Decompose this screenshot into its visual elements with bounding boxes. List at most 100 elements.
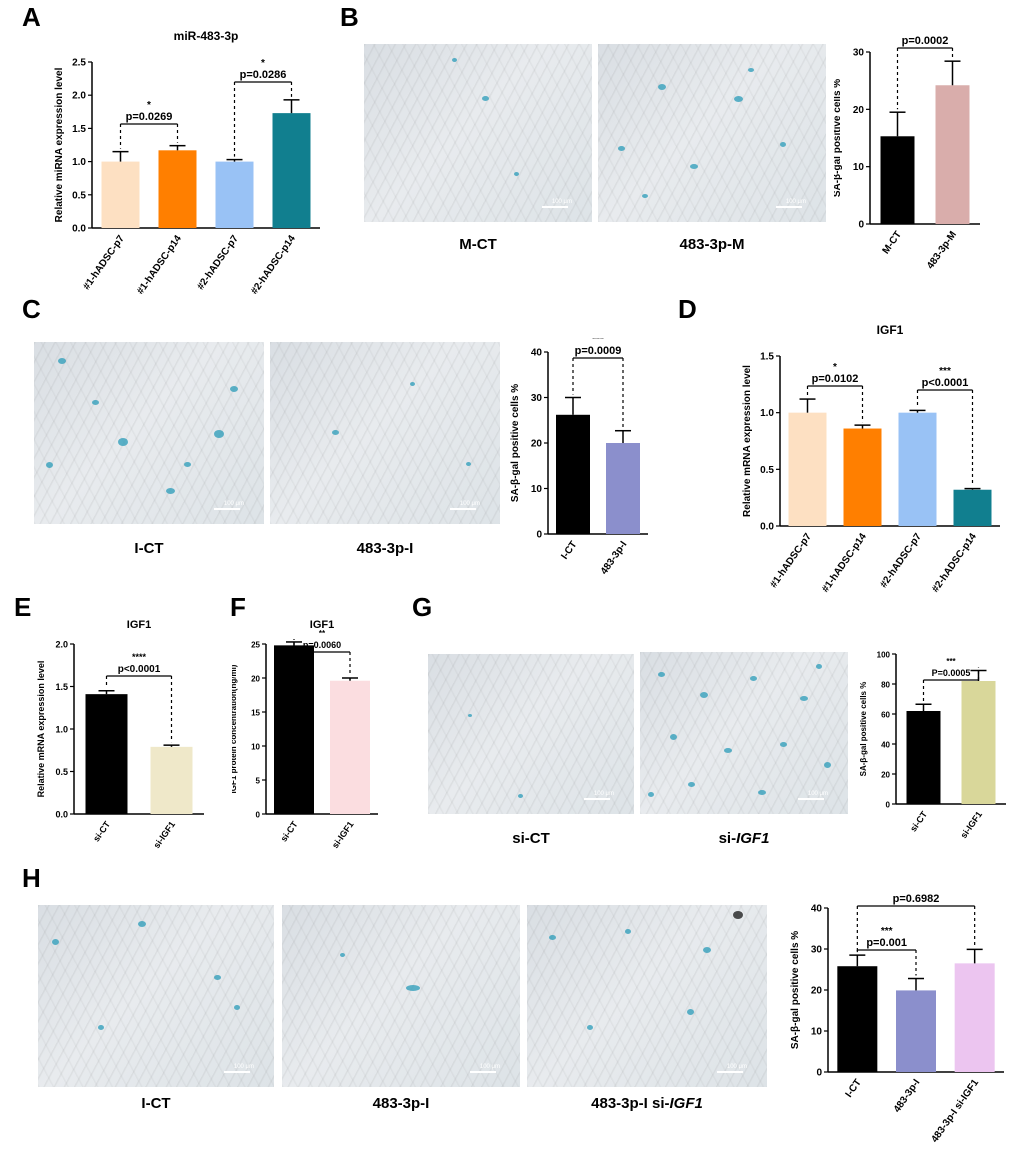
chart-e-significance-stars: ****: [132, 652, 147, 662]
chart-b-y-label: SA-β-gal positive cells %: [834, 79, 843, 197]
chart-h-category-label: 483-3p-I: [892, 1077, 923, 1114]
chart-c-y-label: SA-β-gal positive cells %: [510, 384, 521, 502]
micrograph-g-si-igf1: 100 μm: [640, 652, 848, 814]
chart-e-y-tick-label: 0.0: [55, 810, 68, 820]
micrograph-h-483-3p-i-si-igf1: 100 μm: [527, 905, 767, 1087]
chart-f-y-tick-label: 25: [251, 641, 260, 650]
chart-h-y-tick-label: 10: [811, 1027, 823, 1038]
chart-e-y-label: Relative mRNA expression level: [36, 661, 46, 798]
micrograph-h-i-ct: 100 μm: [38, 905, 274, 1087]
chart-h-bar: [954, 963, 995, 1072]
chart-g-y-tick-label: 80: [881, 681, 890, 690]
chart-d-y-tick-label: 0.5: [760, 465, 774, 476]
chart-d-bar: [953, 489, 992, 526]
micrograph-b-483-3p-m: 100 μm: [598, 44, 826, 222]
chart-d-bar: [788, 412, 827, 526]
micrograph-b-m-ct: 100 μm: [364, 44, 592, 222]
chart-a-p-value: p=0.0269: [126, 111, 173, 123]
chart-f-significance-stars: **: [319, 629, 326, 638]
chart-a-bar: [158, 150, 197, 228]
chart-a-bar: [215, 161, 254, 228]
chart-d-y-label: Relative mRNA expression level: [742, 365, 753, 517]
chart-a-y-tick-label: 2.5: [72, 58, 86, 69]
panel-label-e: E: [14, 592, 32, 622]
chart-g-y-tick-label: 20: [881, 771, 890, 780]
chart-c-bar: [606, 443, 640, 534]
chart-b-y-tick-label: 0: [858, 220, 864, 231]
label-c-483-3p-i: 483-3p-I: [356, 540, 414, 557]
chart-f-bar: [274, 645, 314, 814]
chart-e-title: IGF1: [127, 619, 151, 631]
chart-b-category-label: 483-3p-M: [925, 229, 959, 271]
chart-d-y-tick-label: 1.5: [760, 352, 774, 363]
chart-c-category-label: 483-3p-I: [599, 539, 630, 576]
chart-c-y-tick-label: 20: [531, 439, 543, 450]
chart-f-category-label: si-CT: [279, 819, 300, 844]
chart-h-y-tick-label: 30: [811, 945, 823, 956]
label-b-m-ct: M-CT: [459, 236, 497, 253]
chart-g-sa-beta-gal: 0 20 40 60 80 100 SA-β-gal positive cells % si-…: [860, 651, 1006, 840]
chart-f-y-tick-label: 20: [251, 675, 260, 684]
label-h-483-3p-i: 483-3p-I: [372, 1095, 430, 1112]
chart-g-y-tick-label: 100: [877, 651, 891, 660]
panel-label-h: H: [22, 863, 41, 893]
chart-c-y-tick-label: 0: [536, 530, 542, 541]
chart-h-p-value: p=0.6982: [893, 893, 940, 905]
chart-d-category-label: #2-hADSC-p14: [930, 531, 979, 595]
chart-a-significance-stars: *: [261, 58, 265, 69]
panel-label-f: F: [230, 592, 246, 622]
chart-g-significance-stars: ***: [946, 657, 956, 666]
chart-a-title: miR-483-3p: [174, 29, 239, 43]
panel-label-c: C: [22, 294, 41, 324]
chart-h-category-label: 483-3p-I si-IGF1: [929, 1077, 981, 1145]
chart-d-igf1-mrna: IGF1 0.0 0.5 1.0 1.5 Relative mRNA expression…: [742, 323, 1000, 595]
label-h-483-3p-i-si-igf1: 483-3p-I si-IGF1: [591, 1095, 703, 1112]
label-h-i-ct: I-CT: [141, 1095, 171, 1112]
chart-g-y-label: SA-β-gal positive cells %: [860, 682, 868, 777]
panel-label-b: B: [340, 2, 359, 32]
chart-g-category-label: si-IGF1: [958, 809, 984, 840]
chart-c-significance-stars: ***: [592, 338, 604, 345]
chart-f-y-tick-label: 5: [256, 777, 261, 786]
panel-label-g: G: [412, 592, 433, 622]
chart-e-category-label: si-CT: [91, 819, 112, 844]
label-g-si-ct: si-CT: [512, 830, 550, 847]
chart-g-y-tick-label: 60: [881, 711, 890, 720]
chart-b-bar: [935, 85, 970, 225]
micrograph-c-483-3p-i: 100 μm: [270, 342, 500, 524]
chart-a-y-tick-label: 1.0: [72, 157, 86, 168]
chart-b-sa-beta-gal: 0 10 20 30 SA-β-gal positive cells % M-CT 483-…: [834, 36, 980, 271]
chart-h-p-value: p=0.001: [866, 937, 907, 949]
chart-c-category-label: I-CT: [559, 539, 579, 561]
chart-e-y-tick-label: 0.5: [55, 767, 68, 777]
chart-f-y-tick-label: 0: [256, 811, 261, 820]
chart-g-y-tick-label: 40: [881, 741, 890, 750]
chart-e-y-tick-label: 1.0: [55, 725, 68, 735]
chart-a-y-tick-label: 1.5: [72, 124, 86, 135]
chart-d-bar: [898, 412, 937, 526]
chart-f-y-tick-label: 15: [251, 709, 260, 718]
chart-c-y-tick-label: 30: [531, 393, 543, 404]
chart-d-significance-stars: ***: [939, 366, 951, 377]
chart-h-y-tick-label: 20: [811, 986, 823, 997]
chart-d-category-label: #2-hADSC-p7: [878, 531, 924, 590]
chart-a-category-label: #2-hADSC-p7: [195, 233, 241, 292]
chart-g-bar: [906, 711, 941, 804]
chart-e-y-tick-label: 2.0: [55, 640, 68, 650]
chart-d-category-label: #1-hADSC-p14: [820, 531, 869, 595]
chart-a-bar: [272, 113, 311, 228]
chart-h-bar: [896, 990, 936, 1072]
chart-a-y-tick-label: 0.0: [72, 224, 86, 235]
panel-label-a: A: [22, 2, 41, 32]
chart-e-igf1-mrna: IGF1 0.0 0.5 1.0 1.5 2.0 Relative mRNA express…: [36, 619, 204, 850]
chart-e-p-value: p<0.0001: [118, 664, 161, 675]
chart-b-bar: [880, 136, 915, 224]
chart-b-y-tick-label: 30: [853, 48, 865, 59]
micrograph-g-si-ct: 100 μm: [428, 654, 634, 814]
chart-g-p-value: P=0.0005: [932, 668, 971, 678]
chart-h-category-label: I-CT: [844, 1077, 864, 1099]
chart-h-significance-stars: ***: [881, 926, 893, 937]
chart-g-y-tick-label: 0: [886, 801, 891, 810]
chart-d-significance-stars: *: [833, 362, 837, 373]
label-c-i-ct: I-CT: [134, 540, 164, 557]
